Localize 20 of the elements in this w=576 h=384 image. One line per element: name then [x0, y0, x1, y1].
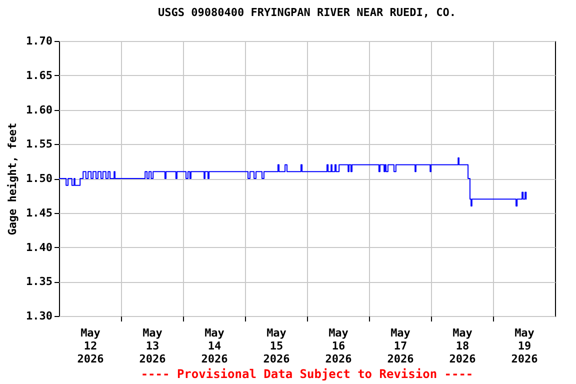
y-tick-label: 1.40	[26, 240, 52, 254]
x-tick-label: May 14 2026	[201, 326, 228, 366]
y-tick-label: 1.30	[26, 310, 52, 322]
x-tick-label: May 19 2026	[511, 326, 538, 366]
y-tick-label: 1.70	[26, 34, 52, 48]
chart-title: USGS 09080400 FRYINGPAN RIVER NEAR RUEDI, CO.	[158, 6, 456, 19]
y-axis-title: Gage height, feet	[6, 122, 20, 236]
y-tick-label: 1.50	[26, 172, 52, 185]
y-tick-label: 1.65	[26, 68, 52, 82]
text: ---- Provisional Data Subject to Revision ----	[140, 367, 474, 381]
x-tick-label: May 15 2026	[263, 326, 290, 366]
y-tick-label: 1.45	[26, 206, 52, 220]
y-tick-label: 1.60	[26, 103, 52, 116]
y-tick-label: 1.55	[26, 138, 52, 151]
x-tick-label: May 16 2026	[325, 326, 352, 366]
x-tick-label: May 17 2026	[387, 326, 414, 366]
x-tick-label: May 12 2026	[77, 326, 104, 366]
x-tick-label: May 18 2026	[449, 326, 476, 366]
y-tick-label: 1.35	[26, 275, 52, 288]
x-tick-label: May 13 2026	[139, 326, 166, 366]
